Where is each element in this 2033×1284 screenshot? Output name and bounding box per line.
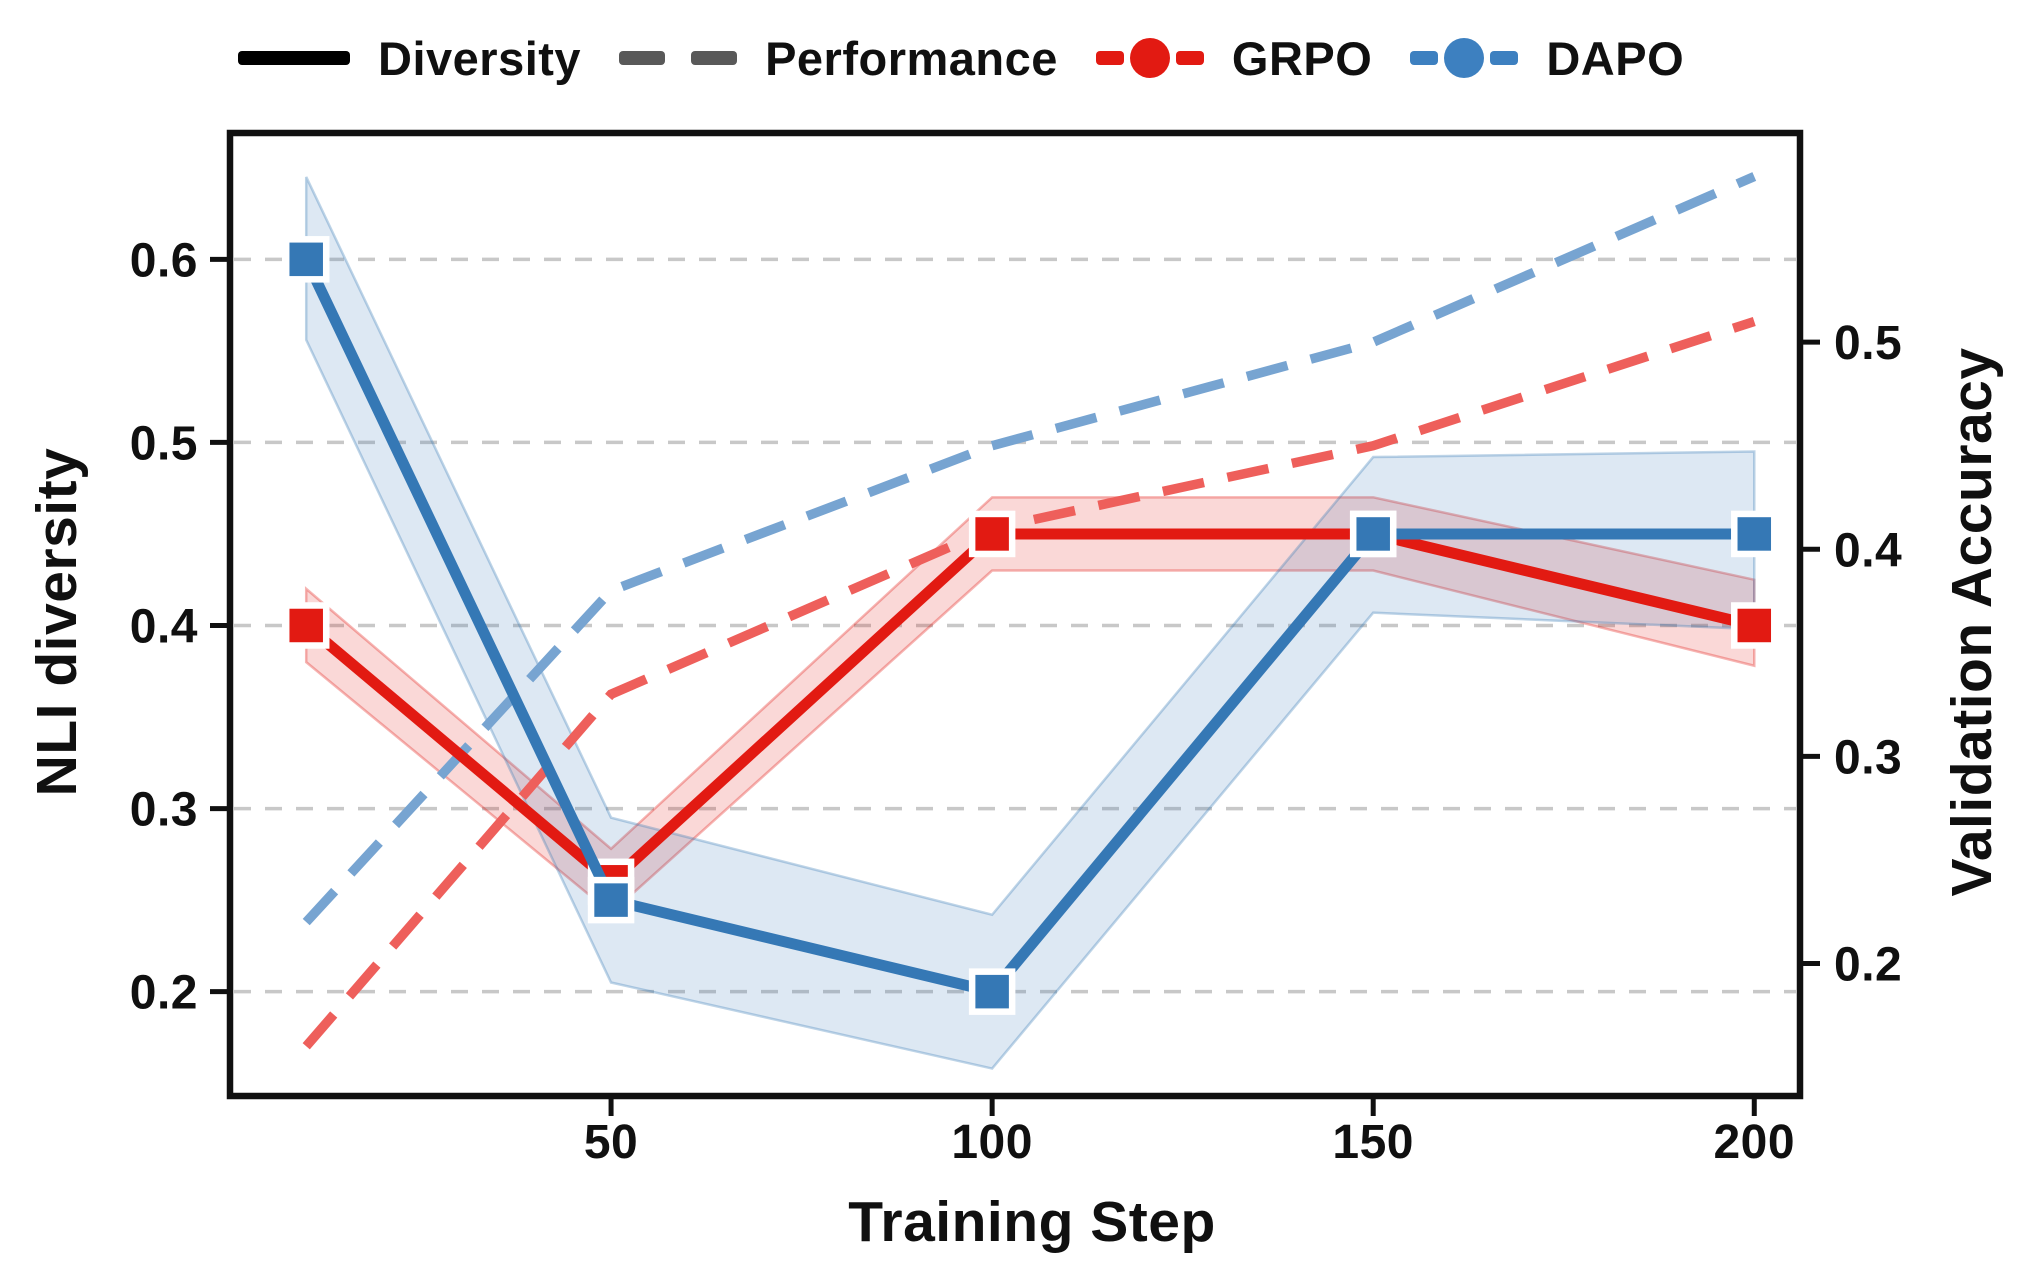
- x-tick-label: 100: [951, 1116, 1033, 1169]
- performance-line-DAPO: [302, 172, 1757, 926]
- legend-line-segment: [619, 51, 666, 65]
- y-left-tick-label: 0.3: [130, 784, 198, 837]
- legend-dash-dot-swatch-icon: [1095, 38, 1204, 78]
- legend-item-performance: Performance: [619, 35, 1058, 82]
- plot-border: [226, 129, 1804, 1100]
- legend-item-grpo: GRPO: [1095, 31, 1373, 85]
- legend-line-segment: [1175, 51, 1204, 65]
- legend-line-segment: [1095, 51, 1124, 65]
- data-point-marker: [968, 968, 1016, 1015]
- confidence-band-GRPO: [304, 496, 1756, 915]
- y-right-tick-label: 0.5: [1834, 317, 1902, 370]
- legend-solid-swatch-icon: [238, 51, 350, 65]
- data-point-marker: [587, 876, 635, 924]
- legend-label: DAPO: [1546, 31, 1685, 85]
- right-axis-title: Validation Accuracy: [1940, 347, 2004, 897]
- legend-dash-dot-swatch-icon: [1410, 38, 1519, 78]
- data-point-marker: [1731, 510, 1778, 558]
- legend-label: Diversity: [378, 31, 582, 85]
- left-axis-title: NLI diversity: [25, 447, 89, 797]
- legend-line-segment: [1490, 51, 1519, 65]
- legend-circle-marker-icon: [1129, 38, 1170, 78]
- y-right-tick-label: 0.3: [1834, 731, 1902, 784]
- data-point-marker: [1349, 510, 1397, 558]
- y-left-tick-label: 0.4: [130, 600, 198, 653]
- legend-line-segment: [691, 51, 738, 65]
- y-right-tick-label: 0.4: [1834, 524, 1902, 577]
- data-point-marker: [282, 602, 330, 649]
- x-axis-title: Training Step: [848, 1190, 1216, 1254]
- x-tick-label: 200: [1713, 1116, 1795, 1169]
- y-left-tick-label: 0.5: [130, 417, 198, 470]
- legend-circle-marker-icon: [1444, 38, 1485, 78]
- x-tick-label: 150: [1332, 1116, 1414, 1169]
- legend-item-dapo: DAPO: [1410, 35, 1684, 82]
- y-right-tick-label: 0.2: [1834, 938, 1902, 991]
- y-left-tick-label: 0.2: [130, 967, 198, 1020]
- legend-line-segment: [238, 51, 350, 65]
- data-point-marker: [282, 236, 330, 283]
- x-tick-label: 50: [584, 1116, 638, 1169]
- legend-line-segment: [1410, 51, 1439, 65]
- y-left-tick-label: 0.6: [130, 234, 198, 287]
- legend: Diversity Performance GRPO DAPO: [238, 24, 1684, 92]
- legend-label: GRPO: [1231, 31, 1373, 85]
- legend-item-diversity: Diversity: [238, 35, 581, 82]
- data-point-marker: [968, 510, 1016, 558]
- data-point-marker: [1731, 602, 1778, 649]
- legend-dashed-swatch-icon: [619, 51, 738, 65]
- legend-label: Performance: [765, 31, 1058, 85]
